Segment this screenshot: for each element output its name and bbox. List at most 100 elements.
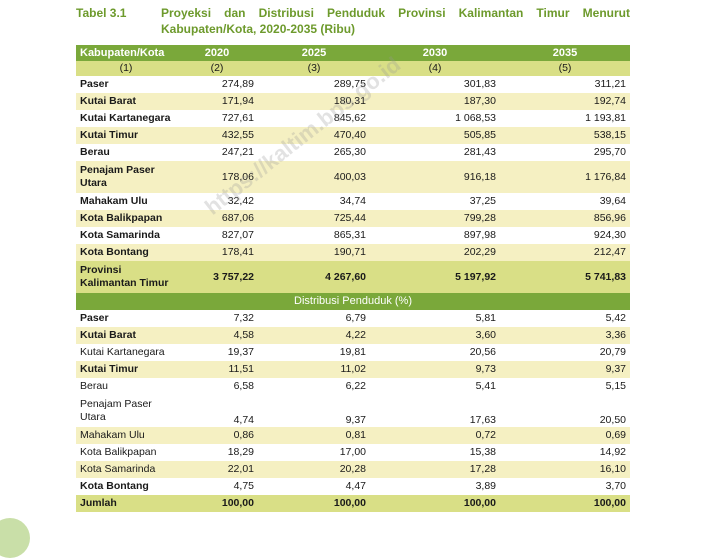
value-cell: 4,58 — [176, 327, 258, 344]
value-cell: 32,42 — [227, 195, 254, 207]
value-cell: 20,79 — [599, 346, 626, 358]
table-row: Berau 6,58 6,22 5,41 5,15 — [76, 378, 630, 395]
column-number: (2) — [176, 61, 258, 76]
value-cell: 14,92 — [599, 446, 626, 458]
value-cell: 17,28 — [370, 461, 500, 478]
sum-value: 100,00 — [176, 495, 258, 512]
value-cell: 171,94 — [176, 93, 258, 110]
region-name-line-1: Penajam Paser — [80, 164, 155, 176]
value-cell: 17,63 — [469, 414, 496, 426]
region-name: Kutai Kartanegara — [80, 112, 171, 124]
value-cell: 5,15 — [605, 380, 626, 392]
value-cell: 687,06 — [176, 210, 258, 227]
value-cell: 538,15 — [500, 127, 630, 144]
value-cell: 727,61 — [221, 112, 254, 124]
value-cell: 178,41 — [176, 244, 258, 261]
table-row: Kota Bontang 178,41 190,71 202,29 212,47 — [76, 244, 630, 261]
header-2030: 2030 — [370, 45, 500, 61]
sum-value: 100,00 — [258, 495, 370, 512]
value-cell: 17,00 — [339, 446, 366, 458]
section-header-row: Distribusi Penduduk (%) — [76, 293, 630, 310]
region-name: Mahakam Ulu — [76, 427, 176, 444]
value-cell: 34,74 — [339, 195, 366, 207]
region-name: Berau — [80, 146, 110, 158]
value-cell: 202,29 — [370, 244, 500, 261]
header-2035: 2035 — [500, 45, 630, 61]
region-name: Kutai Timur — [76, 361, 176, 378]
value-cell: 5,42 — [605, 312, 626, 324]
region-name: Paser — [80, 312, 109, 324]
total-value: 3 757,22 — [176, 261, 258, 293]
region-name: Kutai Barat — [76, 93, 176, 110]
value-cell: 178,06 — [176, 161, 258, 193]
region-name: Kutai Kartanegara — [80, 346, 165, 358]
value-cell: 301,83 — [463, 78, 496, 90]
sum-label: Jumlah — [76, 495, 176, 512]
value-cell: 4,75 — [233, 480, 254, 492]
value-cell: 845,62 — [333, 112, 366, 124]
region-name: Penajam Paser Utara — [76, 395, 176, 427]
value-cell: 9,37 — [500, 361, 630, 378]
value-cell: 5,81 — [475, 312, 496, 324]
table-row: Kutai Timur 432,55 470,40 505,85 538,15 — [76, 127, 630, 144]
region-name: Kota Balikpapan — [76, 210, 176, 227]
value-cell: 3,70 — [605, 480, 626, 492]
total-value: 5 741,83 — [500, 261, 630, 293]
value-cell: 725,44 — [258, 210, 370, 227]
region-name: Kota Samarinda — [80, 229, 160, 241]
header-kabupaten: Kabupaten/Kota — [76, 45, 176, 61]
value-cell: 9,73 — [370, 361, 500, 378]
table-row: Kota Balikpapan 687,06 725,44 799,28 856… — [76, 210, 630, 227]
table-row: Mahakam Ulu 0,86 0,81 0,72 0,69 — [76, 427, 630, 444]
value-cell: 3,36 — [500, 327, 630, 344]
value-cell: 6,79 — [345, 312, 366, 324]
sum-value: 100,00 — [370, 495, 500, 512]
value-cell: 4,74 — [233, 414, 254, 426]
value-cell: 16,10 — [500, 461, 630, 478]
region-name-line-2: Utara — [80, 411, 106, 423]
corner-decoration — [0, 518, 30, 558]
region-name: Berau — [80, 380, 109, 392]
total-label: Provinsi Kalimantan Timur — [76, 261, 176, 293]
header-2020: 2020 — [176, 45, 258, 61]
table-row: Kutai Timur 11,51 11,02 9,73 9,37 — [76, 361, 630, 378]
value-cell: 20,28 — [258, 461, 370, 478]
value-cell: 827,07 — [221, 229, 254, 241]
population-table: Kabupaten/Kota 2020 2025 2030 2035 (1) (… — [76, 45, 630, 512]
value-cell: 11,02 — [258, 361, 370, 378]
value-cell: 5,41 — [475, 380, 496, 392]
table-row: Penajam Paser Utara 4,74 9,37 17,63 20,50 — [76, 395, 630, 427]
value-cell: 6,22 — [345, 380, 366, 392]
table-title-line-2: Kabupaten/Kota, 2020-2035 (Ribu) — [161, 22, 356, 36]
value-cell: 289,75 — [333, 78, 366, 90]
value-cell: 18,29 — [227, 446, 254, 458]
value-cell: 432,55 — [176, 127, 258, 144]
region-name: Kutai Timur — [76, 127, 176, 144]
value-cell: 0,81 — [258, 427, 370, 444]
sum-value: 100,00 — [500, 495, 630, 512]
value-cell: 0,72 — [370, 427, 500, 444]
table-row: Kota Balikpapan 18,29 17,00 15,38 14,92 — [76, 444, 630, 461]
region-name: Mahakam Ulu — [80, 195, 148, 207]
total-value: 5 197,92 — [370, 261, 500, 293]
value-cell: 1 193,81 — [585, 112, 626, 124]
table-row: Kutai Barat 171,94 180,31 187,30 192,74 — [76, 93, 630, 110]
value-cell: 6,58 — [233, 380, 254, 392]
value-cell: 22,01 — [176, 461, 258, 478]
total-label-line-2: Kalimantan Timur — [80, 277, 169, 289]
value-cell: 799,28 — [370, 210, 500, 227]
value-cell: 470,40 — [258, 127, 370, 144]
column-number-row: (1) (2) (3) (4) (5) — [76, 61, 630, 76]
value-cell: 37,25 — [469, 195, 496, 207]
table-label: Tabel 3.1 — [76, 6, 127, 20]
value-cell: 924,30 — [593, 229, 626, 241]
table-row: Kota Bontang 4,75 4,47 3,89 3,70 — [76, 478, 630, 495]
value-cell: 4,22 — [258, 327, 370, 344]
region-name: Penajam Paser Utara — [76, 161, 176, 193]
value-cell: 1 176,84 — [500, 161, 630, 193]
value-cell: 897,98 — [463, 229, 496, 241]
region-name-line-2: Utara — [80, 177, 107, 189]
region-name: Kutai Barat — [76, 327, 176, 344]
value-cell: 4,47 — [345, 480, 366, 492]
value-cell: 1 068,53 — [455, 112, 496, 124]
